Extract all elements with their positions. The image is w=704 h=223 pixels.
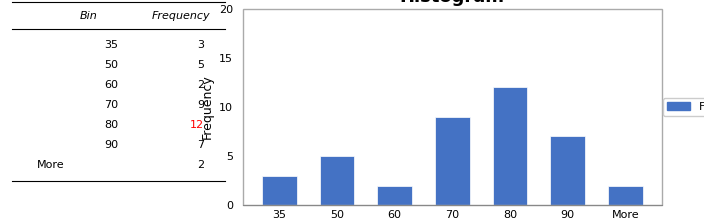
Text: 60: 60 <box>104 80 118 90</box>
Text: 80: 80 <box>104 120 118 130</box>
Bar <box>435 117 470 205</box>
Bar <box>551 136 585 205</box>
Text: More: More <box>37 160 65 170</box>
Title: Histogram: Histogram <box>400 0 505 6</box>
Bar <box>608 186 643 205</box>
Text: Frequency: Frequency <box>152 11 210 21</box>
Legend: Frequency: Frequency <box>663 98 704 116</box>
Bar <box>243 9 662 205</box>
Bar <box>493 87 527 205</box>
Bar <box>262 176 296 205</box>
Text: 3: 3 <box>197 40 204 50</box>
Bar <box>320 156 354 205</box>
Text: 7: 7 <box>197 140 204 150</box>
Text: 50: 50 <box>104 60 118 70</box>
Bar <box>377 186 412 205</box>
Text: Bin: Bin <box>80 11 97 21</box>
Text: 90: 90 <box>104 140 118 150</box>
Text: 35: 35 <box>104 40 118 50</box>
Text: 2: 2 <box>197 80 204 90</box>
Text: 12: 12 <box>190 120 204 130</box>
Text: 2: 2 <box>197 160 204 170</box>
Y-axis label: Frequency: Frequency <box>201 75 213 139</box>
Text: 9: 9 <box>197 100 204 110</box>
Text: 70: 70 <box>104 100 118 110</box>
Text: 5: 5 <box>197 60 204 70</box>
